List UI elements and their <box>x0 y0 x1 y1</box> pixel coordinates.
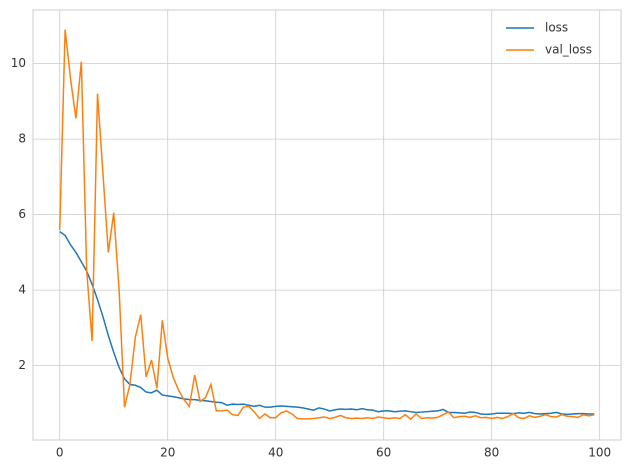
x-tick-label: 80 <box>484 446 499 460</box>
plot-area <box>32 9 622 441</box>
x-tick-label: 100 <box>588 446 611 460</box>
x-tick-label: 60 <box>376 446 391 460</box>
x-tick-label: 20 <box>160 446 175 460</box>
legend-label: val_loss <box>545 43 592 57</box>
y-tick-label: 10 <box>11 56 26 70</box>
y-tick-label: 4 <box>18 283 26 297</box>
x-tick-label: 40 <box>268 446 283 460</box>
y-tick-label: 2 <box>18 358 26 372</box>
line-series <box>59 230 595 416</box>
x-tick-label: 0 <box>56 446 64 460</box>
y-tick-label: 6 <box>18 207 26 221</box>
y-tick-label: 8 <box>18 132 26 146</box>
legend-label: loss <box>545 21 568 35</box>
line-series <box>58 29 595 421</box>
